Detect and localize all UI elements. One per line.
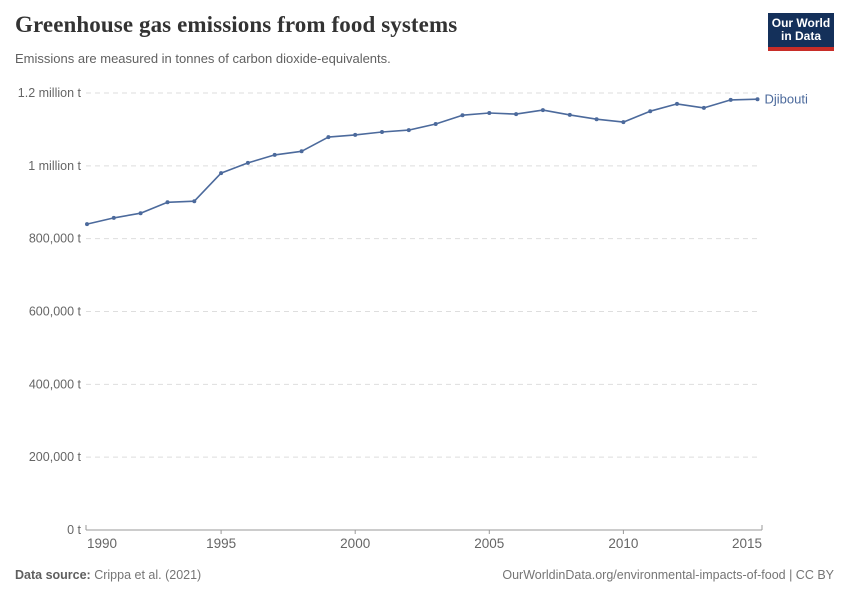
- data-point[interactable]: [755, 97, 760, 102]
- data-point[interactable]: [380, 130, 384, 134]
- y-tick-label: 1.2 million t: [18, 86, 82, 100]
- data-point[interactable]: [460, 113, 465, 118]
- data-source-label: Data source:: [15, 568, 91, 582]
- data-point[interactable]: [728, 97, 733, 102]
- data-point[interactable]: [406, 128, 411, 133]
- x-tick-label: 2000: [340, 536, 370, 551]
- y-tick-label: 0 t: [67, 523, 81, 537]
- data-point[interactable]: [514, 112, 519, 117]
- data-point[interactable]: [165, 200, 170, 205]
- page-title: Greenhouse gas emissions from food syste…: [15, 12, 458, 37]
- data-point[interactable]: [701, 105, 706, 110]
- x-tick-label: 1990: [87, 536, 117, 551]
- data-point[interactable]: [567, 112, 572, 117]
- x-tick-label: 1995: [206, 536, 236, 551]
- data-point[interactable]: [299, 149, 304, 154]
- data-point[interactable]: [192, 199, 197, 204]
- chart-subtitle: Emissions are measured in tonnes of carb…: [15, 51, 391, 66]
- y-tick-label: 800,000 t: [29, 232, 82, 246]
- data-point[interactable]: [326, 135, 331, 140]
- chart-footer: Data source: Crippa et al. (2021) OurWor…: [15, 568, 834, 582]
- data-point[interactable]: [219, 171, 224, 176]
- data-point[interactable]: [675, 101, 679, 106]
- data-source-value: Crippa et al. (2021): [94, 568, 202, 582]
- owid-logo-line1: Our World: [771, 15, 831, 30]
- data-point[interactable]: [594, 117, 599, 122]
- owid-logo-line2: in Data: [780, 29, 821, 43]
- data-point[interactable]: [353, 132, 358, 137]
- y-tick-label: 400,000 t: [29, 377, 82, 391]
- data-point[interactable]: [138, 211, 143, 216]
- y-tick-label: 200,000 t: [29, 450, 82, 464]
- data-point[interactable]: [111, 215, 116, 220]
- owid-logo[interactable]: Our World in Data: [768, 13, 834, 51]
- data-point[interactable]: [540, 108, 545, 113]
- y-tick-label: 1 million t: [28, 159, 81, 173]
- x-tick-label: 2005: [474, 536, 504, 551]
- data-point[interactable]: [85, 222, 89, 227]
- footer-citation-link[interactable]: OurWorldinData.org/environmental-impacts…: [502, 568, 834, 582]
- entity-label[interactable]: Djibouti: [765, 92, 808, 107]
- data-point[interactable]: [621, 120, 626, 125]
- x-tick-label: 2015: [732, 536, 762, 551]
- emissions-line[interactable]: [86, 98, 759, 225]
- y-tick-label: 600,000 t: [29, 305, 82, 319]
- data-point[interactable]: [648, 109, 653, 114]
- x-tick-label: 2010: [608, 536, 638, 551]
- data-point[interactable]: [433, 122, 438, 126]
- data-point[interactable]: [487, 111, 492, 115]
- data-point[interactable]: [272, 152, 277, 157]
- data-point[interactable]: [245, 160, 250, 165]
- data-source: Data source: Crippa et al. (2021): [15, 568, 201, 582]
